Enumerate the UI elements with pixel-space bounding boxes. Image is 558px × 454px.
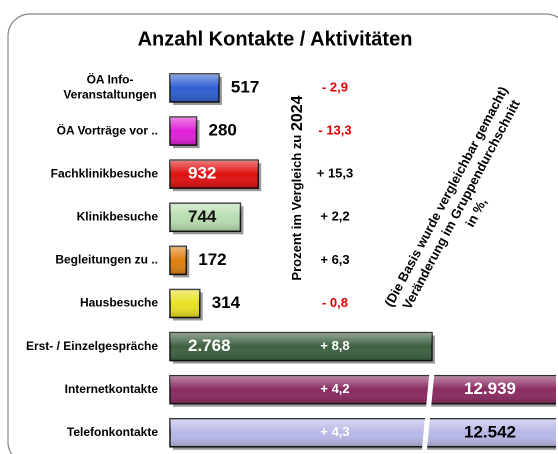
bars [169,73,556,450]
change-label: + 6,3 [320,252,349,267]
value-label: 744 [188,207,217,226]
category-label: Klinikbesuche [77,209,159,223]
bar-shine [170,332,432,361]
value-label: 314 [212,293,241,312]
value-label: 517 [231,77,259,96]
change-label: - 2,9 [322,79,348,94]
bar-shine [170,160,259,189]
value-label: 12.939 [464,379,516,398]
category-label: Telefonkontakte [67,425,158,439]
value-label: 2.768 [188,336,231,355]
change-label: + 4,2 [320,381,349,396]
bar-shine [170,246,187,275]
labels: ÖA Info-Veranstaltungen 517 - 2,9 ÖA Vorträ… [26,72,516,442]
bar-shine [170,203,241,232]
bar-shine [170,117,197,146]
value-label: 172 [198,250,226,269]
axis-note-text: Prozent im Vergleich zu [289,131,304,281]
chart-title: Anzahl Kontakte / Aktivitäten [138,28,413,50]
change-label: + 8,8 [320,338,349,353]
axis-break [421,371,435,454]
value-label: 932 [188,164,216,183]
category-label: Internetkontakte [65,382,159,396]
change-label: + 15,3 [317,166,354,181]
change-label: - 0,8 [322,295,348,310]
axis-note-year: 2024 [289,95,306,131]
category-label: Erst- / Einzelgespräche [26,339,158,353]
category-label: ÖA Info- [87,72,134,87]
bar-shine [170,375,556,404]
change-label: - 13,3 [318,123,351,138]
category-label: Begleitungen zu .. [55,253,158,267]
category-label: Hausbesuche [80,296,158,310]
axis-note: Prozent im Vergleich zu 2024 [289,95,306,280]
value-label: 280 [208,121,236,140]
value-label: 12.542 [464,422,516,441]
bar-shine [170,74,219,102]
bar-shine [170,289,200,318]
bar-shine [170,418,556,447]
category-label: ÖA Vorträge vor .. [57,122,158,137]
change-label: + 2,2 [320,209,349,224]
change-label: + 4,3 [320,424,349,439]
category-label: Veranstaltungen [63,88,156,102]
category-label: Fachklinikbesuche [51,166,159,180]
